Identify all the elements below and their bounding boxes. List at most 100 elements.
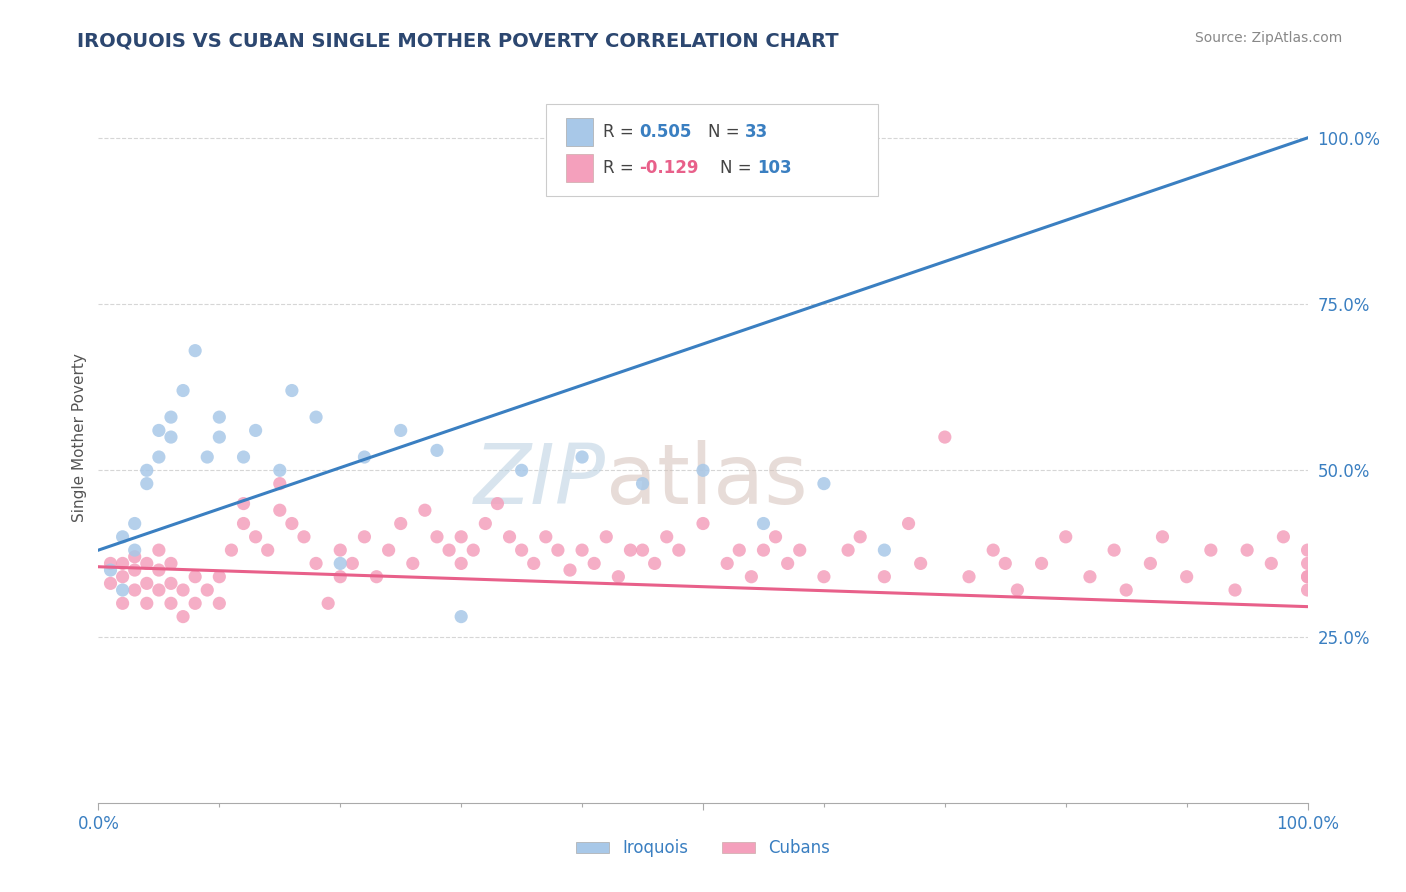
Point bbox=[752, 543, 775, 558]
Point bbox=[692, 516, 714, 531]
Point bbox=[100, 576, 122, 591]
Point bbox=[510, 543, 533, 558]
Point bbox=[124, 516, 146, 531]
Point bbox=[631, 476, 654, 491]
Point bbox=[1031, 557, 1053, 571]
Point bbox=[1296, 557, 1319, 571]
Point bbox=[1139, 557, 1161, 571]
Point bbox=[510, 463, 533, 477]
Point bbox=[426, 443, 449, 458]
Point bbox=[1078, 570, 1101, 584]
Point bbox=[111, 596, 134, 610]
Point bbox=[148, 582, 170, 597]
Point bbox=[547, 543, 569, 558]
Point bbox=[523, 557, 546, 571]
Point bbox=[450, 557, 472, 571]
Point bbox=[571, 543, 593, 558]
Point bbox=[232, 450, 254, 464]
Point bbox=[498, 530, 520, 544]
Point bbox=[813, 570, 835, 584]
Point bbox=[245, 424, 267, 438]
Text: 33: 33 bbox=[745, 123, 769, 141]
Point bbox=[934, 430, 956, 444]
Point bbox=[124, 543, 146, 558]
Point bbox=[160, 430, 183, 444]
Point bbox=[160, 576, 183, 591]
Point bbox=[292, 530, 315, 544]
Point bbox=[692, 463, 714, 477]
Point bbox=[172, 582, 194, 597]
Point bbox=[1152, 530, 1174, 544]
Point bbox=[148, 563, 170, 577]
Point bbox=[1296, 543, 1319, 558]
Point bbox=[776, 557, 799, 571]
Point bbox=[135, 596, 157, 610]
Point bbox=[281, 516, 304, 531]
Point bbox=[837, 543, 859, 558]
Point bbox=[100, 557, 122, 571]
Point bbox=[160, 557, 183, 571]
Point bbox=[353, 530, 375, 544]
Point bbox=[1054, 530, 1077, 544]
Text: 103: 103 bbox=[758, 159, 792, 177]
Point bbox=[619, 543, 641, 558]
Point bbox=[389, 424, 412, 438]
Point bbox=[583, 557, 606, 571]
Point bbox=[873, 570, 896, 584]
Point bbox=[1236, 543, 1258, 558]
Point bbox=[195, 582, 218, 597]
Point bbox=[256, 543, 278, 558]
Point bbox=[184, 570, 207, 584]
Point bbox=[1199, 543, 1222, 558]
Point bbox=[486, 497, 509, 511]
Point bbox=[221, 543, 243, 558]
Point bbox=[655, 530, 678, 544]
Text: N =: N = bbox=[720, 159, 756, 177]
Point bbox=[342, 557, 364, 571]
Point bbox=[377, 543, 399, 558]
Point bbox=[910, 557, 932, 571]
Point bbox=[534, 530, 557, 544]
Point bbox=[402, 557, 425, 571]
Point bbox=[1260, 557, 1282, 571]
Text: ZIP: ZIP bbox=[474, 441, 606, 522]
FancyBboxPatch shape bbox=[567, 118, 593, 146]
Point bbox=[148, 424, 170, 438]
Point bbox=[437, 543, 460, 558]
Point bbox=[281, 384, 304, 398]
Text: atlas: atlas bbox=[606, 441, 808, 522]
Point bbox=[184, 596, 207, 610]
Point bbox=[316, 596, 339, 610]
Point bbox=[1115, 582, 1137, 597]
Point bbox=[631, 543, 654, 558]
Point bbox=[981, 543, 1004, 558]
Point bbox=[413, 503, 436, 517]
Point bbox=[728, 543, 751, 558]
Point bbox=[1296, 582, 1319, 597]
Point bbox=[111, 582, 134, 597]
Point bbox=[595, 530, 617, 544]
Point bbox=[716, 557, 738, 571]
Text: IROQUOIS VS CUBAN SINGLE MOTHER POVERTY CORRELATION CHART: IROQUOIS VS CUBAN SINGLE MOTHER POVERTY … bbox=[77, 31, 839, 50]
Point bbox=[148, 450, 170, 464]
Point bbox=[1272, 530, 1295, 544]
Point bbox=[1102, 543, 1125, 558]
Point bbox=[208, 596, 231, 610]
Point bbox=[245, 530, 267, 544]
Point bbox=[607, 570, 630, 584]
Point bbox=[668, 543, 690, 558]
Point bbox=[269, 476, 291, 491]
Text: Source: ZipAtlas.com: Source: ZipAtlas.com bbox=[1195, 31, 1343, 45]
Point bbox=[232, 497, 254, 511]
Point bbox=[474, 516, 496, 531]
Point bbox=[111, 557, 134, 571]
Point bbox=[752, 516, 775, 531]
Point bbox=[1175, 570, 1198, 584]
Point bbox=[208, 410, 231, 425]
Point bbox=[208, 570, 231, 584]
Point bbox=[148, 543, 170, 558]
Point bbox=[135, 557, 157, 571]
Point bbox=[463, 543, 485, 558]
Point bbox=[269, 503, 291, 517]
Point bbox=[765, 530, 787, 544]
